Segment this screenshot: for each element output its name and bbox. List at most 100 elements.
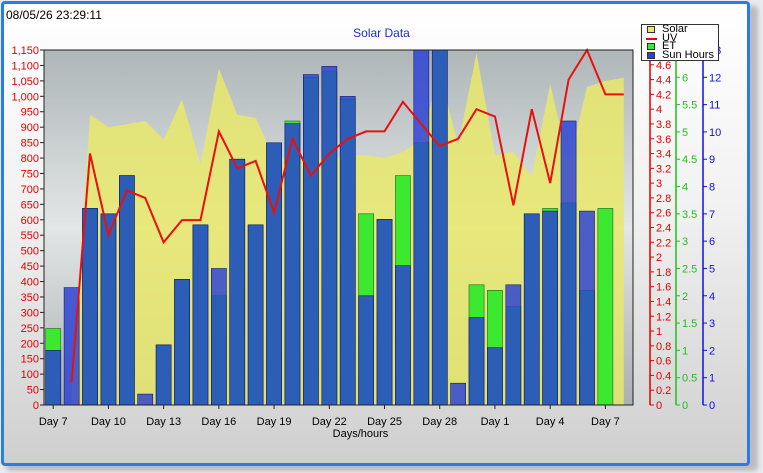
legend-item-et: ET <box>642 40 718 52</box>
sun-hours-bar <box>302 74 319 406</box>
sun-hours-bar <box>413 49 430 406</box>
solar-axis-tick-label: 100 <box>21 369 39 381</box>
uv-axis-tick-label: 0 <box>656 400 662 412</box>
uv-axis-tick-label: 0.4 <box>656 370 671 382</box>
x-axis-tick-label: Day 19 <box>257 416 292 428</box>
sun-hours-bar <box>155 344 172 406</box>
et-axis-tick-label: 6 <box>682 72 688 84</box>
x-axis-tick-label: Day 28 <box>422 416 457 428</box>
sun-axis-tick-label: 1 <box>709 373 715 385</box>
solar-axis-tick-label: 850 <box>21 138 39 150</box>
solar-axis-tick-label: 50 <box>27 385 39 397</box>
sun-axis-tick-label: 5 <box>709 263 715 275</box>
solar-axis-tick-label: 1,100 <box>11 60 39 72</box>
solar-axis-tick-label: 0 <box>33 400 39 412</box>
uv-axis-tick-label: 2.6 <box>656 208 671 220</box>
sun-hours-bar <box>505 284 522 406</box>
solar-axis-tick-label: 700 <box>21 184 39 196</box>
et-axis-tick-label: 3.5 <box>682 209 697 221</box>
uv-axis-tick-label: 1 <box>656 326 662 338</box>
et-axis-tick-label: 0 <box>682 400 688 412</box>
solar-axis-tick-label: 350 <box>21 292 39 304</box>
x-axis-tick-label: Day 10 <box>91 416 126 428</box>
solar-axis-tick-label: 750 <box>21 168 39 180</box>
solar-axis-tick-label: 200 <box>21 338 39 350</box>
legend-swatch-solar <box>647 26 655 33</box>
legend-item-uv: UV <box>642 31 718 44</box>
solar-axis-tick-label: 300 <box>21 307 39 319</box>
solar-axis-tick-label: 400 <box>21 277 39 289</box>
sun-hours-bar <box>376 219 393 406</box>
sun-hours-bar <box>119 175 135 406</box>
timestamp: 08/05/26 23:29:11 <box>6 8 102 22</box>
uv-axis-tick-label: 4.4 <box>656 75 671 87</box>
sun-hours-bar <box>487 347 503 406</box>
et-axis-tick-label: 5 <box>682 127 688 139</box>
et-axis-tick-label: 3 <box>682 236 688 248</box>
x-axis-tick-label: Day 13 <box>146 416 181 428</box>
sun-axis-tick-label: 2 <box>709 345 715 357</box>
uv-axis-tick-label: 4 <box>656 104 662 116</box>
sun-hours-bar <box>321 66 338 406</box>
uv-axis-tick-label: 3 <box>656 178 662 190</box>
uv-axis-tick-label: 1.8 <box>656 267 671 279</box>
sun-hours-bar <box>247 224 264 406</box>
uv-axis-tick-label: 1.4 <box>656 296 671 308</box>
sun-axis-tick-label: 7 <box>709 209 715 221</box>
sun-hours-bar <box>82 208 98 406</box>
solar-axis-tick-label: 1,000 <box>11 91 39 103</box>
legend-item-solar: Solar <box>642 24 718 35</box>
sun-axis-tick-label: 0 <box>709 400 715 412</box>
legend-label-uv: UV <box>662 31 678 44</box>
sun-hours-bar <box>358 295 375 406</box>
legend-label-sun-hours: Sun Hours <box>662 48 714 61</box>
solar-axis-tick-label: 950 <box>21 107 39 119</box>
sun-axis-tick-label: 11 <box>709 100 720 112</box>
solar-axis-tick-label: 650 <box>21 199 39 211</box>
solar-axis-tick-label: 500 <box>21 246 39 258</box>
et-axis-tick-label: 0.5 <box>682 373 697 385</box>
sun-hours-bar <box>192 224 209 406</box>
et-bar <box>597 208 614 406</box>
solar-axis-tick-label: 900 <box>21 122 39 134</box>
plot-border <box>43 49 634 406</box>
sun-axis-tick-label: 8 <box>709 182 715 194</box>
chart-title: Solar Data <box>353 26 410 40</box>
solar-axis-tick-label: 1,050 <box>11 76 39 88</box>
sun-axis-tick-label: 9 <box>709 154 715 166</box>
x-axis-tick-label: Day 7 <box>39 416 68 428</box>
x-axis-tick-label: Day 4 <box>536 416 565 428</box>
sun-hours-bar <box>395 265 411 406</box>
sun-hours-bar <box>266 142 282 406</box>
solar-axis-tick-label: 450 <box>21 261 39 273</box>
et-axis-tick-label: 1 <box>682 345 688 357</box>
sun-hours-bar <box>284 123 301 406</box>
x-axis-tick-label: Day 7 <box>591 416 620 428</box>
et-axis-tick-label: 4 <box>682 182 688 194</box>
x-axis-title: Days/hours <box>333 428 389 440</box>
solar-axis-tick-label: 1,150 <box>11 45 39 57</box>
uv-axis-tick-label: 3.4 <box>656 149 671 161</box>
x-axis-tick-label: Day 16 <box>201 416 236 428</box>
sun-hours-bar <box>431 49 448 406</box>
legend-label-et: ET <box>662 40 677 52</box>
sun-axis-tick-label: 3 <box>709 318 715 330</box>
sun-hours-bar <box>137 393 154 406</box>
uv-axis-tick-label: 2.8 <box>656 193 671 205</box>
uv-axis-tick-label: 1.6 <box>656 282 671 294</box>
sun-axis-tick-label: 4 <box>709 291 715 303</box>
legend-swatch-sun-hours <box>647 51 655 59</box>
legend-swatch-et <box>647 43 655 50</box>
legend: Solar UV ET Sun Hours <box>641 24 719 61</box>
sun-hours-bar <box>523 213 540 406</box>
sun-axis-tick-label: 6 <box>709 236 715 248</box>
sun-hours-bar <box>579 210 595 406</box>
solar-axis-tick-label: 800 <box>21 153 39 165</box>
uv-axis-tick-label: 0.2 <box>656 385 671 397</box>
uv-line <box>70 47 624 383</box>
et-axis-tick-label: 2 <box>682 291 688 303</box>
uv-axis-tick-label: 4.6 <box>656 60 671 72</box>
sun-hours-bar <box>100 213 117 406</box>
solar-axis-tick-label: 150 <box>21 354 39 366</box>
